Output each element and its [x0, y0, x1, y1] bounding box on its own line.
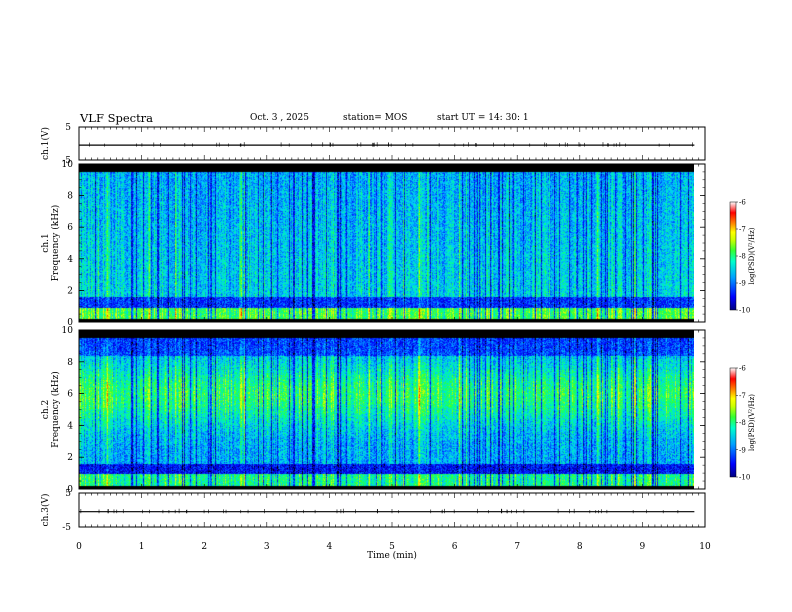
ch1-spectrogram-image	[79, 164, 694, 322]
xtick-label: 10	[699, 542, 711, 552]
ytick-label: 10	[62, 326, 74, 336]
date-label: Oct. 3 , 2025	[250, 113, 309, 123]
xtick-label: 3	[264, 542, 270, 552]
colorbar	[729, 201, 737, 311]
ytick-label: 8	[67, 358, 73, 368]
ytick-label: 10	[62, 160, 74, 170]
ch2-spectrogram-image	[79, 330, 694, 489]
colorbar-tick-label: -8	[739, 419, 746, 427]
colorbar-tick-label: -8	[739, 253, 746, 261]
ytick-label: 6	[67, 390, 73, 400]
ylabel: ch.3(V)	[40, 494, 51, 527]
xtick-label: 9	[640, 542, 646, 552]
colorbar-tick-label: -6	[739, 199, 746, 207]
xtick-label: 6	[452, 542, 458, 552]
ytick-label: 2	[67, 453, 73, 463]
colorbar-tick-label: -7	[739, 226, 746, 234]
xtick-label: 1	[139, 542, 145, 552]
xtick-label: 7	[514, 542, 520, 552]
start-time-label: start UT = 14: 30: 1	[437, 113, 529, 123]
colorbar-tick-label: -6	[739, 365, 746, 373]
ytick-label: -5	[62, 523, 71, 533]
ylabel: Frequency (kHz)	[50, 371, 61, 448]
colorbar	[729, 367, 737, 478]
ytick-label: 5	[65, 123, 71, 133]
xtick-label: 4	[327, 542, 333, 552]
station-label: station= MOS	[343, 113, 408, 123]
ytick-label: 4	[67, 255, 73, 265]
ytick-label: 8	[67, 192, 73, 202]
ytick-label: 6	[67, 223, 73, 233]
colorbar-label: log(PSD)(V²/Hz)	[748, 394, 756, 451]
xaxis-label: Time (min)	[367, 550, 417, 561]
ytick-label: 4	[67, 421, 73, 431]
ylabel: ch.1(V)	[40, 127, 51, 160]
ytick-label: 0	[67, 318, 73, 328]
ylabel: Frequency (kHz)	[50, 205, 61, 282]
xtick-label: 8	[577, 542, 583, 552]
chart-title: VLF Spectra	[80, 111, 154, 125]
xtick-label: 0	[76, 542, 82, 552]
ylabel-channel: ch.2	[41, 400, 51, 419]
colorbar-label: log(PSD)(V²/Hz)	[748, 227, 756, 284]
colorbar-tick-label: -7	[739, 392, 746, 400]
ytick-label: 5	[65, 489, 71, 499]
colorbar-tick-label: -9	[739, 446, 746, 454]
ytick-label: 0	[67, 485, 73, 495]
colorbar-tick-label: -10	[739, 474, 750, 482]
xtick-label: 5	[389, 542, 395, 552]
xtick-label: 2	[201, 542, 207, 552]
ylabel-channel: ch.1	[41, 233, 51, 252]
colorbar-tick-label: -9	[739, 280, 746, 288]
ytick-label: -5	[62, 156, 71, 166]
ytick-label: 2	[67, 286, 73, 296]
colorbar-tick-label: -10	[739, 307, 750, 315]
panel-bg	[79, 127, 705, 160]
